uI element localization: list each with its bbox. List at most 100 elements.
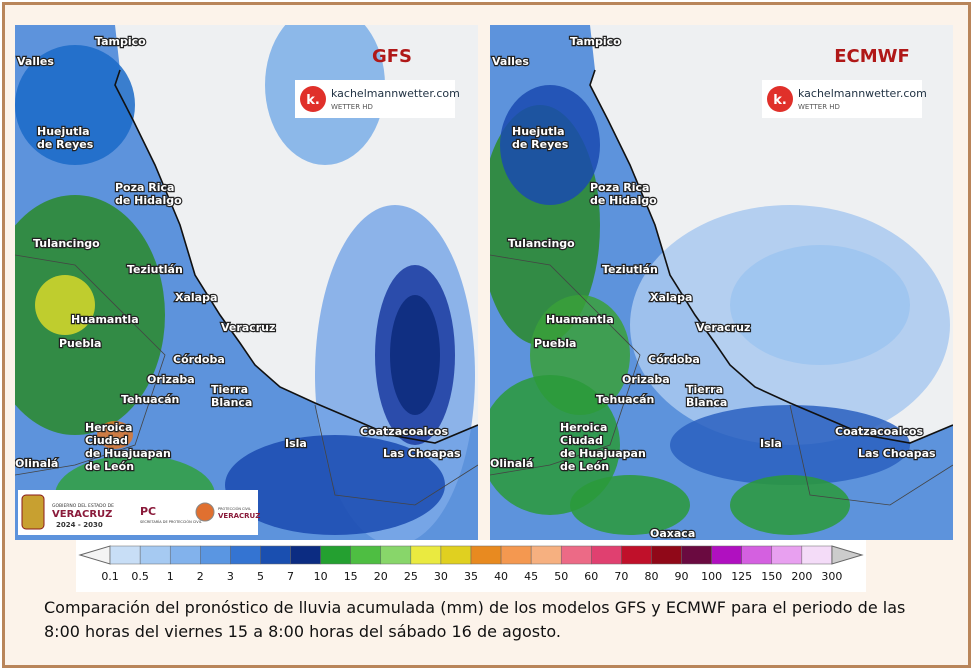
- watermark-logo-letter: k.: [306, 93, 320, 108]
- city-label: Tampico: [570, 35, 621, 48]
- city-label: Veracruz: [221, 321, 275, 334]
- city-label: de Huajuapan: [85, 447, 171, 460]
- rain-area: [730, 245, 910, 365]
- city-label: Orizaba: [622, 373, 670, 386]
- legend-label: 35: [464, 570, 478, 583]
- city-label: Tulancingo: [33, 237, 100, 250]
- city-label: Xalapa: [175, 291, 217, 304]
- legend-label: 5: [257, 570, 264, 583]
- legend-arrow: [831, 545, 864, 565]
- legend-cell: [771, 545, 803, 565]
- legend-cell: [681, 545, 712, 565]
- legend-cell: [591, 545, 622, 565]
- legend-cell: [200, 545, 231, 565]
- city-label: Tampico: [95, 35, 146, 48]
- rain-area: [570, 475, 690, 535]
- city-label: Olinalá: [15, 457, 58, 470]
- rain-area: [35, 275, 95, 335]
- city-label: Córdoba: [648, 353, 700, 366]
- legend-label: 30: [434, 570, 448, 583]
- city-label: de León: [560, 460, 609, 473]
- city-label: Isla: [760, 437, 782, 450]
- coastline: [114, 69, 478, 444]
- legend-label: 2: [197, 570, 204, 583]
- legend-label: 20: [374, 570, 388, 583]
- legend-cell: [741, 545, 773, 565]
- legend-cell: [560, 545, 592, 565]
- city-label: Oaxaca: [650, 527, 695, 540]
- logos-bg: [18, 490, 258, 535]
- rain-area: [670, 405, 910, 485]
- legend-label: 45: [524, 570, 538, 583]
- legend-cell: [380, 545, 412, 565]
- legend-cell: [621, 545, 652, 565]
- city-label: Blanca: [686, 396, 727, 409]
- legend-label: 90: [675, 570, 689, 583]
- city-label: Isla: [285, 437, 307, 450]
- city-label: Tierra: [686, 383, 723, 396]
- city-label: Valles: [492, 55, 529, 68]
- city-label: Tehuacán: [121, 393, 179, 406]
- coat-of-arms: [21, 494, 45, 530]
- legend-label: 0.5: [131, 570, 149, 583]
- city-label: Las Choapas: [383, 447, 461, 460]
- city-label: Ciudad: [560, 434, 603, 447]
- border: [15, 254, 478, 506]
- logo-text: PC: [140, 505, 156, 518]
- rain-area: [730, 475, 850, 535]
- watermark-sub: WETTER HD: [331, 103, 373, 111]
- city-label: Heroica: [85, 421, 132, 434]
- legend-cell: [530, 545, 562, 565]
- city-label: Tierra: [211, 383, 248, 396]
- watermark-sub: WETTER HD: [798, 103, 840, 111]
- city-label: Huejutla: [512, 125, 565, 138]
- legend-cell: [410, 545, 442, 565]
- city-label: Poza Rica: [115, 181, 174, 194]
- legend-cell: [260, 545, 291, 565]
- rain-area: [490, 375, 620, 515]
- city-label: de Hidalgo: [590, 194, 657, 207]
- city-label: Tehuacán: [596, 393, 654, 406]
- legend-label: 10: [314, 570, 328, 583]
- watermark-logo: [767, 86, 793, 112]
- city-label: Tulancingo: [508, 237, 575, 250]
- legend-cell: [320, 545, 351, 565]
- watermark-logo: [300, 86, 326, 112]
- city-label: de Reyes: [512, 138, 569, 151]
- city-label: Heroica: [560, 421, 607, 434]
- legend-label: 1: [167, 570, 174, 583]
- rain-area: [15, 45, 135, 165]
- legend-label: 60: [584, 570, 598, 583]
- legend-label: 15: [344, 570, 358, 583]
- city-label: Teziutlán: [602, 263, 658, 276]
- city-label: Veracruz: [696, 321, 750, 334]
- city-label: de Reyes: [37, 138, 94, 151]
- logo-text: 2024 - 2030: [56, 521, 103, 529]
- city-label: Córdoba: [173, 353, 225, 366]
- city-label: de Huajuapan: [560, 447, 646, 460]
- city-label: Olinalá: [490, 457, 533, 470]
- legend-cell: [711, 545, 742, 565]
- city-label: Puebla: [59, 337, 101, 350]
- logo-text: GOBIERNO DEL ESTADO DE: [52, 503, 114, 509]
- legend-label: 150: [761, 570, 782, 583]
- city-label: Orizaba: [147, 373, 195, 386]
- city-label: Teziutlán: [127, 263, 183, 276]
- logo-text: PROTECCIÓN CIVIL: [218, 506, 251, 511]
- legend-cell: [169, 545, 201, 565]
- legend-cell: [470, 545, 502, 565]
- legend-cell: [801, 545, 833, 565]
- rain-area: [500, 85, 600, 205]
- watermark-logo-letter: k.: [773, 93, 787, 108]
- legend-cell: [500, 545, 532, 565]
- legend-label: 100: [701, 570, 722, 583]
- city-label: de León: [85, 460, 134, 473]
- watermark: kachelmannwetter.com: [798, 87, 927, 100]
- caption: Comparación del pronóstico de lluvia acu…: [44, 598, 906, 641]
- legend-label: 70: [614, 570, 628, 583]
- city-label: Huejutla: [37, 125, 90, 138]
- logo-emblem: [195, 502, 215, 522]
- city-label: Xalapa: [650, 291, 692, 304]
